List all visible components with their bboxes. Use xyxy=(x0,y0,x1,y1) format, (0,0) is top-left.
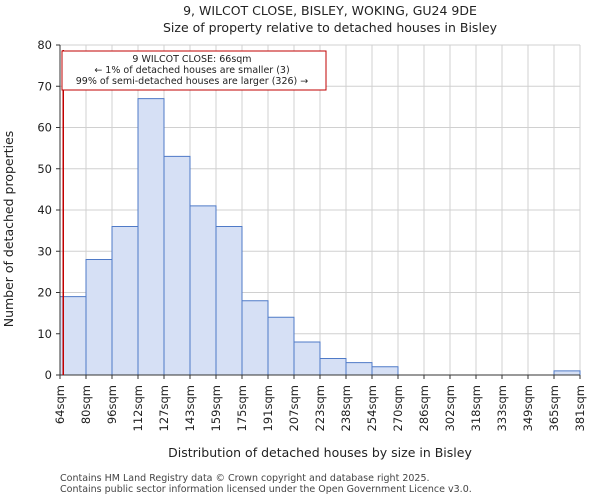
histogram-bar xyxy=(553,370,581,376)
x-tick-label: 333sqm xyxy=(495,385,509,431)
histogram-bar xyxy=(111,226,139,376)
x-tick-label: 270sqm xyxy=(391,385,405,431)
x-tick-label: 159sqm xyxy=(209,385,223,431)
y-tick-label: 70 xyxy=(37,79,52,93)
x-tick-label: 207sqm xyxy=(287,385,301,431)
x-tick-label: 381sqm xyxy=(573,385,587,431)
histogram-bar xyxy=(137,98,165,376)
histogram-bar xyxy=(85,259,113,376)
y-tick-label: 80 xyxy=(37,38,52,52)
histogram-bar xyxy=(319,358,347,376)
annotation-line2: ← 1% of detached houses are smaller (3) xyxy=(94,65,289,76)
footer-line1: Contains HM Land Registry data © Crown c… xyxy=(60,473,430,484)
histogram-bar xyxy=(189,205,217,376)
y-tick-label: 40 xyxy=(37,203,52,217)
histogram-bar xyxy=(215,226,243,376)
x-tick-label: 175sqm xyxy=(235,385,249,431)
y-tick-label: 20 xyxy=(37,286,52,300)
annotation-line1: 9 WILCOT CLOSE: 66sqm xyxy=(132,54,251,65)
x-tick-label: 191sqm xyxy=(261,385,275,431)
x-tick-label: 254sqm xyxy=(365,385,379,431)
x-tick-label: 365sqm xyxy=(547,385,561,431)
x-tick-label: 64sqm xyxy=(53,385,67,424)
y-axis-label: Number of detached properties xyxy=(1,131,16,328)
annotation-box xyxy=(61,50,327,91)
y-tick-label: 50 xyxy=(37,162,52,176)
x-tick-label: 112sqm xyxy=(131,385,145,431)
histogram-chart: 9, WILCOT CLOSE, BISLEY, WOKING, GU24 9D… xyxy=(1,3,587,460)
x-tick-label: 96sqm xyxy=(105,385,119,424)
x-tick-label: 223sqm xyxy=(313,385,327,431)
x-tick-label: 238sqm xyxy=(339,385,353,431)
histogram-bar xyxy=(293,341,321,376)
histogram-bar xyxy=(267,316,295,376)
y-tick-label: 30 xyxy=(37,244,52,258)
histogram-bar xyxy=(345,362,373,376)
histogram-bar xyxy=(371,366,399,376)
annotation-line3: 99% of semi-detached houses are larger (… xyxy=(76,76,309,87)
histogram-bar xyxy=(241,300,269,376)
y-tick-label: 60 xyxy=(37,121,52,135)
y-tick-label: 10 xyxy=(37,327,52,341)
x-tick-label: 143sqm xyxy=(183,385,197,431)
chart-title-line1: 9, WILCOT CLOSE, BISLEY, WOKING, GU24 9D… xyxy=(183,3,477,18)
x-tick-label: 127sqm xyxy=(157,385,171,431)
x-ticks: 64sqm 80sqm 96sqm 112sqm 127sqm 143sqm 159sqm 1… xyxy=(53,375,587,431)
x-axis-label: Distribution of detached houses by size … xyxy=(168,445,472,460)
chart-title-line2: Size of property relative to detached ho… xyxy=(163,20,498,35)
annotation: 9 WILCOT CLOSE: 66sqm ← 1% of detached h… xyxy=(61,50,327,91)
footer-line2: Contains public sector information licen… xyxy=(60,484,472,495)
y-ticks: 0 10 20 30 40 50 60 70 80 xyxy=(37,38,60,382)
x-tick-label: 302sqm xyxy=(443,385,457,431)
x-tick-label: 286sqm xyxy=(417,385,431,431)
y-tick-label: 0 xyxy=(45,368,52,382)
x-tick-label: 318sqm xyxy=(469,385,483,431)
x-tick-label: 349sqm xyxy=(521,385,535,431)
x-tick-label: 80sqm xyxy=(79,385,93,424)
histogram-bar xyxy=(163,155,191,376)
